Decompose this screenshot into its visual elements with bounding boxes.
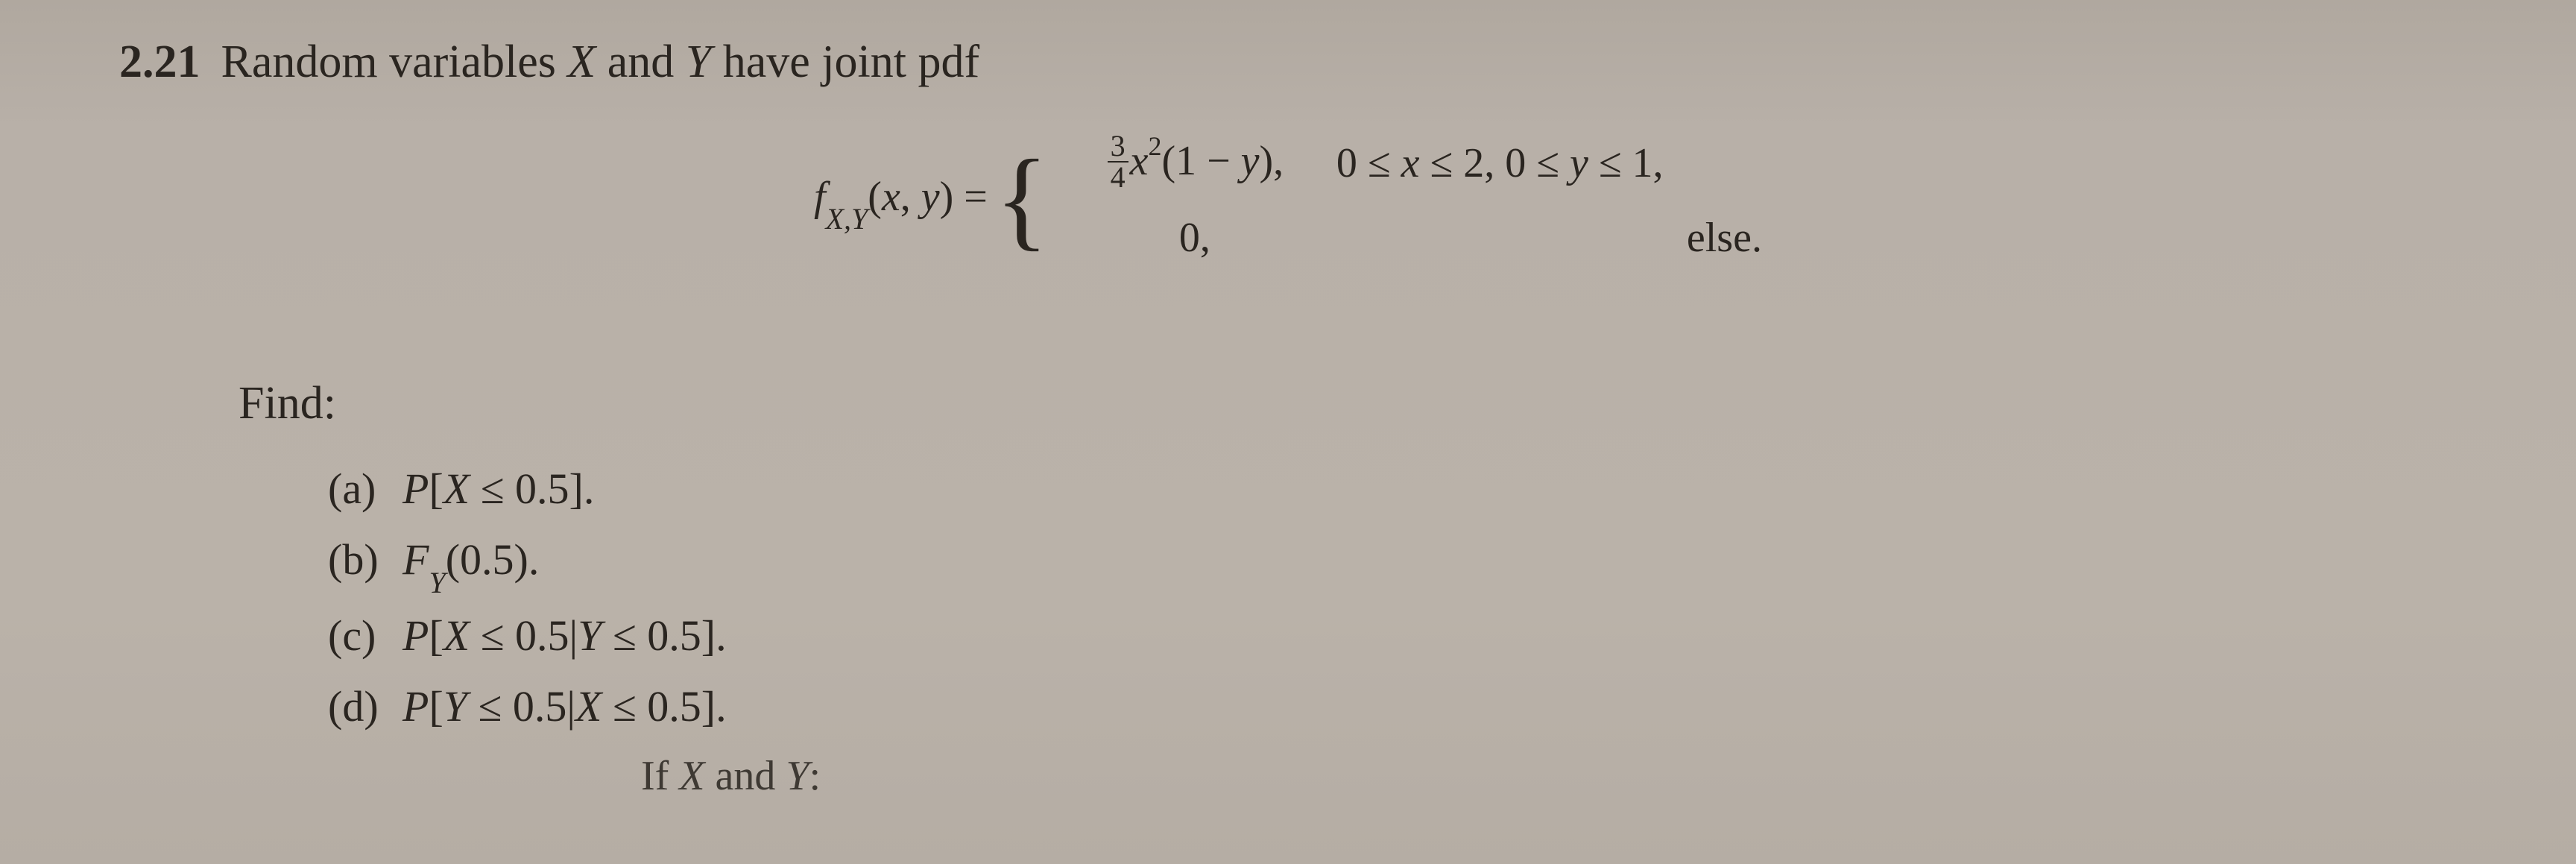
case1-close: ), <box>1260 138 1284 184</box>
pdf-func-name: f <box>814 174 826 220</box>
pdf-arg-y: y <box>921 174 940 220</box>
cond-x: x <box>1401 140 1420 186</box>
part-a-X: X <box>443 464 470 513</box>
case1-open: (1 − <box>1161 138 1240 184</box>
part-c-leq2: ≤ 0.5 <box>602 611 701 660</box>
pdf-arg-x: x <box>882 174 900 220</box>
title-text-1: Random variables <box>221 37 568 87</box>
case1-x: x <box>1130 138 1149 184</box>
part-c-P: P <box>402 611 429 660</box>
frac-num: 3 <box>1108 131 1128 163</box>
part-d-bar: | <box>566 682 575 731</box>
case1-expr: 3 4 x2(1 − y), <box>1061 132 1329 195</box>
title-var-y: Y <box>686 37 711 87</box>
part-c: (c) P[X ≤ 0.5|Y ≤ 0.5]. <box>328 605 2457 666</box>
pdf-equation: fX,Y(x, y) = { 3 4 x2(1 − y), 0 ≤ x ≤ 2,… <box>119 132 2457 268</box>
title-text-and: and <box>596 37 686 87</box>
part-d-label: (d) <box>328 676 402 737</box>
part-a-label: (a) <box>328 458 402 519</box>
part-c-close: ]. <box>701 611 727 660</box>
part-a-close: ]. <box>569 464 595 513</box>
cutoff-colon: : <box>809 753 821 799</box>
pdf-args-open: ( <box>868 174 882 220</box>
pdf-args-sep: , <box>900 174 921 220</box>
frac-den: 4 <box>1108 163 1128 192</box>
problem-title: Random variables X and Y have joint pdf <box>221 30 980 95</box>
brace-container: { 3 4 x2(1 − y), 0 ≤ x ≤ 2, 0 ≤ y ≤ 1, 0… <box>995 132 1762 268</box>
part-d-open: [ <box>429 682 443 731</box>
part-b-content: FY(0.5). <box>402 529 539 595</box>
problem-header: 2.21 Random variables X and Y have joint… <box>119 30 2457 95</box>
part-c-leq1: ≤ 0.5 <box>470 611 569 660</box>
part-c-Y: Y <box>578 611 602 660</box>
part-a-open: [ <box>429 464 443 513</box>
part-d-leq1: ≤ 0.5 <box>467 682 566 731</box>
problem-number: 2.21 <box>119 30 201 95</box>
part-b-sub: Y <box>429 566 445 599</box>
part-d-X: X <box>575 682 602 731</box>
part-c-X: X <box>443 611 470 660</box>
cond-prefix: 0 ≤ <box>1336 140 1401 186</box>
part-c-open: [ <box>429 611 443 660</box>
case1-cond: 0 ≤ x ≤ 2, 0 ≤ y ≤ 1, <box>1336 134 1664 192</box>
part-d-content: P[Y ≤ 0.5|X ≤ 0.5]. <box>402 676 727 737</box>
cond-suffix: ≤ 1, <box>1588 140 1664 186</box>
cutoff-Y: Y <box>786 753 809 799</box>
part-b-args: (0.5). <box>446 535 540 584</box>
part-d-P: P <box>402 682 429 731</box>
part-a: (a) P[X ≤ 0.5]. <box>328 458 2457 519</box>
large-brace: { <box>995 149 1049 250</box>
cond-mid1: ≤ 2, 0 ≤ <box>1419 140 1569 186</box>
pdf-lhs: fX,Y(x, y) = <box>814 168 988 230</box>
pdf-args-close: ) = <box>940 174 988 220</box>
case1-x-power: 2 <box>1148 131 1161 161</box>
case2-expr: 0, <box>1061 209 1329 267</box>
part-b: (b) FY(0.5). <box>328 529 2457 595</box>
case1-fraction: 3 4 <box>1108 131 1128 192</box>
title-text-2: have joint pdf <box>711 37 979 87</box>
cutoff-1: If <box>641 753 679 799</box>
part-c-bar: | <box>569 611 578 660</box>
title-var-x: X <box>567 37 596 87</box>
part-d-Y: Y <box>443 682 467 731</box>
cutoff-text: If X and Y: <box>641 747 2457 805</box>
find-label: Find: <box>239 371 2457 436</box>
part-b-label: (b) <box>328 529 402 590</box>
case1-y: y <box>1241 138 1260 184</box>
brace-rows: 3 4 x2(1 − y), 0 ≤ x ≤ 2, 0 ≤ y ≤ 1, 0, … <box>1061 132 1762 268</box>
part-d-close: ]. <box>701 682 727 731</box>
cutoff-X: X <box>679 753 704 799</box>
part-a-leq: ≤ 0.5 <box>470 464 569 513</box>
pdf-subscript: X,Y <box>826 202 868 236</box>
part-a-P: P <box>402 464 429 513</box>
case2-cond: else. <box>1687 209 1762 267</box>
part-c-label: (c) <box>328 605 402 666</box>
part-d: (d) P[Y ≤ 0.5|X ≤ 0.5]. <box>328 676 2457 737</box>
parts-list: (a) P[X ≤ 0.5]. (b) FY(0.5). (c) P[X ≤ 0… <box>328 458 2457 737</box>
part-b-F: F <box>402 535 429 584</box>
part-d-leq2: ≤ 0.5 <box>602 682 701 731</box>
cond-y: y <box>1570 140 1588 186</box>
brace-row-2: 0, else. <box>1061 209 1762 267</box>
cutoff-and: and <box>705 753 786 799</box>
brace-row-1: 3 4 x2(1 − y), 0 ≤ x ≤ 2, 0 ≤ y ≤ 1, <box>1061 132 1762 195</box>
part-c-content: P[X ≤ 0.5|Y ≤ 0.5]. <box>402 605 727 666</box>
part-a-content: P[X ≤ 0.5]. <box>402 458 594 519</box>
